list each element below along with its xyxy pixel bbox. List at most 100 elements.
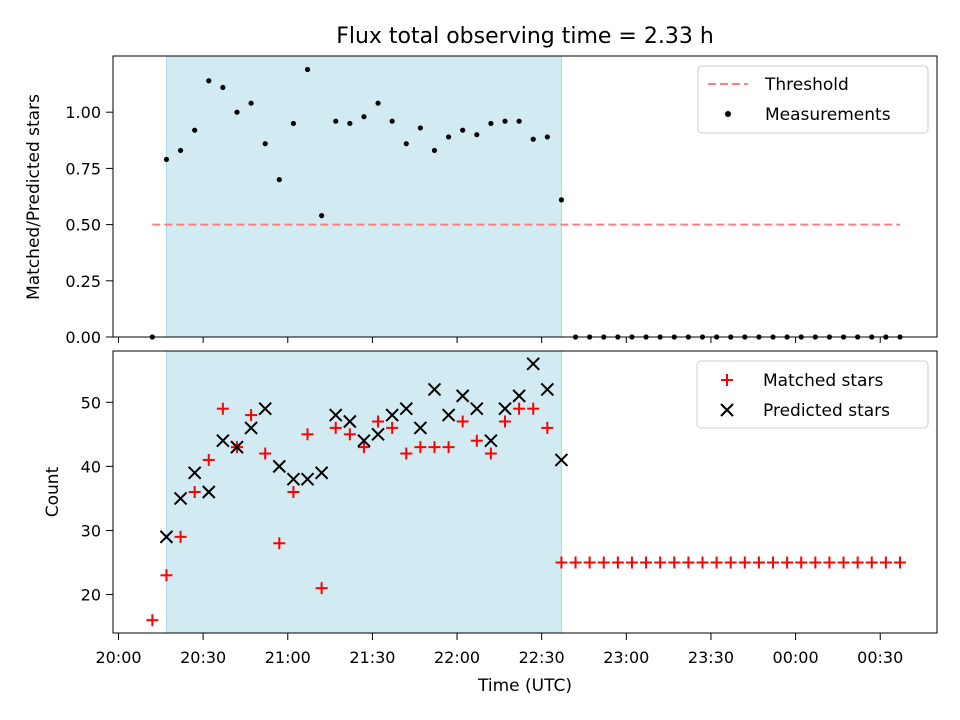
measurement-point — [389, 118, 395, 124]
matched-star-point — [668, 556, 681, 569]
bottom-plot-frame — [112, 350, 938, 634]
matched-star-point — [343, 428, 356, 441]
matched-star-point — [809, 556, 822, 569]
matched-star-point — [752, 556, 765, 569]
matched-star-point — [174, 530, 187, 543]
matched-star-point — [428, 441, 441, 454]
measurement-point — [558, 197, 565, 203]
matched-star-point — [611, 556, 624, 569]
measurement-point — [375, 100, 381, 106]
predicted-star-point — [300, 472, 315, 486]
measurement-point — [502, 118, 508, 124]
bottom-y-tick-label: 20 — [81, 586, 101, 605]
matched-star-point — [301, 428, 314, 441]
matched-star-point — [329, 421, 342, 434]
measurement-point — [516, 118, 522, 124]
bottom-x-tick-label: 21:00 — [265, 648, 311, 667]
matched-legend-swatch — [721, 374, 733, 386]
top-plot-frame — [112, 55, 938, 338]
predicted-star-point — [286, 472, 301, 486]
measurement-point — [403, 141, 409, 147]
measurements-legend-label: Measurements — [765, 105, 891, 125]
matched-star-point — [738, 556, 751, 569]
predicted-star-point — [159, 530, 174, 544]
matched-legend-label: Matched stars — [763, 371, 883, 391]
predicted-legend-label: Predicted stars — [763, 401, 890, 421]
predicted-star-point — [216, 434, 230, 448]
matched-star-point — [513, 402, 526, 415]
matched-star-point — [710, 556, 723, 569]
predicted-star-point — [540, 382, 555, 397]
matched-star-point — [456, 415, 469, 428]
matched-star-point — [837, 556, 850, 569]
measurement-point — [290, 120, 297, 127]
top-legend: Threshold Measurements — [697, 65, 929, 134]
chart-title: Flux total observing time = 2.33 h — [336, 24, 714, 49]
predicted-star-point — [427, 382, 442, 397]
matched-star-point — [583, 556, 596, 569]
top-y-tick-label: 0.50 — [65, 216, 101, 235]
matched-star-point — [470, 434, 483, 447]
observing-interval-shade — [165, 55, 562, 338]
predicted-star-point — [526, 357, 540, 371]
matched-star-point — [414, 441, 427, 454]
predicted-star-point — [484, 434, 498, 448]
matched-star-point — [767, 556, 780, 569]
matched-star-point — [654, 556, 667, 569]
matched-star-point — [216, 402, 229, 415]
measurement-point — [192, 127, 198, 133]
measurement-point — [177, 147, 184, 154]
top-y-tick-label: 0.00 — [65, 328, 101, 347]
matched-star-point — [499, 415, 512, 428]
matched-star-point — [287, 486, 300, 498]
matched-star-point — [357, 441, 370, 454]
matched-star-point — [259, 447, 272, 460]
bottom-x-tick-label: 22:30 — [519, 648, 565, 667]
matched-star-point — [851, 556, 864, 569]
measurement-point — [445, 134, 452, 140]
bottom-x-tick-label: 20:00 — [95, 648, 141, 667]
measurement-point — [319, 213, 325, 219]
matched-star-point — [569, 556, 582, 569]
measurement-point — [206, 78, 212, 84]
matched-star-point — [795, 556, 808, 569]
matched-star-point — [597, 556, 610, 569]
matched-star-point — [315, 582, 328, 595]
measurement-point — [220, 84, 226, 91]
measurement-point — [262, 141, 268, 147]
predicted-star-point — [173, 491, 188, 506]
measurement-point — [488, 120, 494, 127]
matched-star-point — [541, 421, 554, 434]
matched-star-point — [400, 447, 413, 460]
predicted-star-point — [470, 401, 484, 416]
matched-star-point — [160, 569, 173, 582]
predicted-star-point — [385, 408, 399, 422]
predicted-legend-swatch — [720, 403, 734, 417]
matched-star-point — [823, 556, 836, 569]
predicted-star-point — [187, 466, 202, 480]
measurement-point — [417, 125, 423, 131]
bottom-x-tick-label: 00:30 — [857, 648, 903, 667]
bottom-x-tick-label: 21:30 — [349, 648, 395, 667]
predicted-star-point — [202, 485, 216, 499]
bottom-y-tick-label: 30 — [81, 521, 101, 540]
matched-star-point — [273, 537, 286, 550]
matched-star-point — [188, 486, 201, 498]
matched-star-point — [484, 447, 497, 460]
matched-star-point — [879, 556, 892, 569]
measurement-point — [474, 132, 480, 138]
measurement-point — [276, 177, 282, 183]
measurement-point — [530, 136, 536, 142]
predicted-star-point — [512, 389, 526, 403]
bottom-x-tick-label: 00:00 — [773, 648, 819, 667]
measurement-point — [431, 147, 438, 154]
matched-star-point — [386, 421, 399, 434]
predicted-star-point — [371, 427, 385, 442]
predicted-star-point — [498, 401, 512, 416]
measurement-point — [234, 109, 240, 115]
measurement-point — [248, 100, 254, 106]
bottom-y-axis-label: Count — [43, 466, 63, 517]
matched-star-point — [893, 556, 906, 569]
measurement-point — [347, 120, 353, 127]
